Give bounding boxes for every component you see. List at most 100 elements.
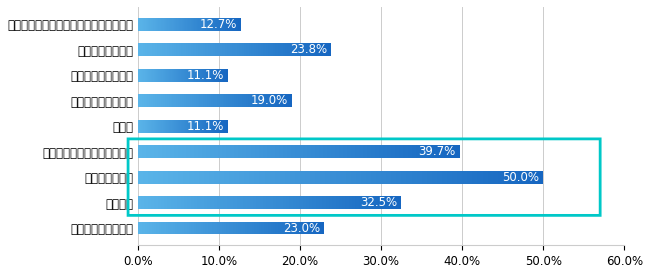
Bar [164, 18, 165, 31]
Bar [172, 18, 174, 31]
Bar [263, 94, 265, 107]
Bar [428, 145, 432, 158]
Bar [172, 69, 173, 81]
Bar [226, 94, 228, 107]
Bar [432, 145, 436, 158]
Bar [163, 94, 165, 107]
Bar [146, 94, 148, 107]
Bar [292, 196, 296, 209]
Bar [148, 18, 150, 31]
Bar [222, 145, 226, 158]
Bar [252, 222, 254, 235]
Bar [292, 43, 294, 56]
Bar [158, 171, 163, 183]
Bar [155, 18, 156, 31]
Bar [207, 120, 209, 133]
Bar [150, 120, 151, 133]
Bar [193, 69, 194, 81]
Bar [239, 171, 244, 183]
Bar [205, 94, 207, 107]
Bar [201, 18, 202, 31]
Bar [203, 18, 205, 31]
Bar [196, 120, 198, 133]
Bar [153, 18, 155, 31]
Bar [311, 145, 315, 158]
Bar [210, 43, 213, 56]
Bar [447, 171, 452, 183]
Bar [292, 222, 294, 235]
Bar [533, 171, 538, 183]
Bar [174, 18, 175, 31]
Bar [194, 196, 197, 209]
Bar [165, 18, 166, 31]
Bar [219, 69, 220, 81]
Bar [193, 43, 196, 56]
Bar [189, 18, 190, 31]
Bar [227, 196, 230, 209]
Bar [222, 69, 224, 81]
Bar [226, 69, 227, 81]
Bar [159, 120, 161, 133]
Bar [444, 145, 448, 158]
Bar [166, 222, 168, 235]
Bar [272, 94, 274, 107]
Bar [172, 94, 174, 107]
Bar [154, 222, 157, 235]
Bar [199, 120, 200, 133]
Bar [188, 120, 190, 133]
Bar [192, 120, 193, 133]
Bar [240, 94, 242, 107]
Bar [294, 43, 297, 56]
Bar [205, 69, 207, 81]
Bar [231, 18, 232, 31]
Bar [177, 18, 179, 31]
Bar [195, 69, 196, 81]
Bar [289, 222, 292, 235]
Bar [310, 171, 315, 183]
Bar [301, 222, 304, 235]
Bar [222, 94, 224, 107]
Bar [175, 222, 177, 235]
Bar [183, 120, 184, 133]
Bar [187, 18, 188, 31]
Bar [352, 196, 356, 209]
Bar [190, 120, 192, 133]
Bar [290, 43, 292, 56]
Bar [205, 43, 208, 56]
Bar [269, 94, 271, 107]
Bar [147, 120, 148, 133]
Bar [167, 43, 169, 56]
Bar [146, 145, 150, 158]
Bar [380, 145, 383, 158]
Bar [172, 43, 174, 56]
Bar [211, 120, 212, 133]
Bar [144, 196, 148, 209]
Bar [382, 196, 385, 209]
Bar [493, 171, 498, 183]
Bar [290, 171, 295, 183]
Bar [267, 94, 269, 107]
Bar [209, 171, 214, 183]
Bar [192, 222, 194, 235]
Bar [295, 171, 300, 183]
Bar [184, 18, 185, 31]
Bar [508, 171, 513, 183]
Bar [161, 94, 163, 107]
Bar [233, 18, 235, 31]
Bar [224, 18, 226, 31]
Bar [248, 94, 250, 107]
Bar [147, 69, 148, 81]
Bar [210, 145, 215, 158]
Bar [173, 69, 174, 81]
Bar [538, 171, 543, 183]
Bar [386, 171, 391, 183]
Bar [169, 43, 172, 56]
Bar [157, 94, 159, 107]
Bar [209, 18, 210, 31]
Bar [148, 120, 149, 133]
Bar [236, 94, 238, 107]
Bar [142, 18, 143, 31]
Bar [168, 171, 174, 183]
Bar [229, 222, 231, 235]
Bar [238, 94, 240, 107]
